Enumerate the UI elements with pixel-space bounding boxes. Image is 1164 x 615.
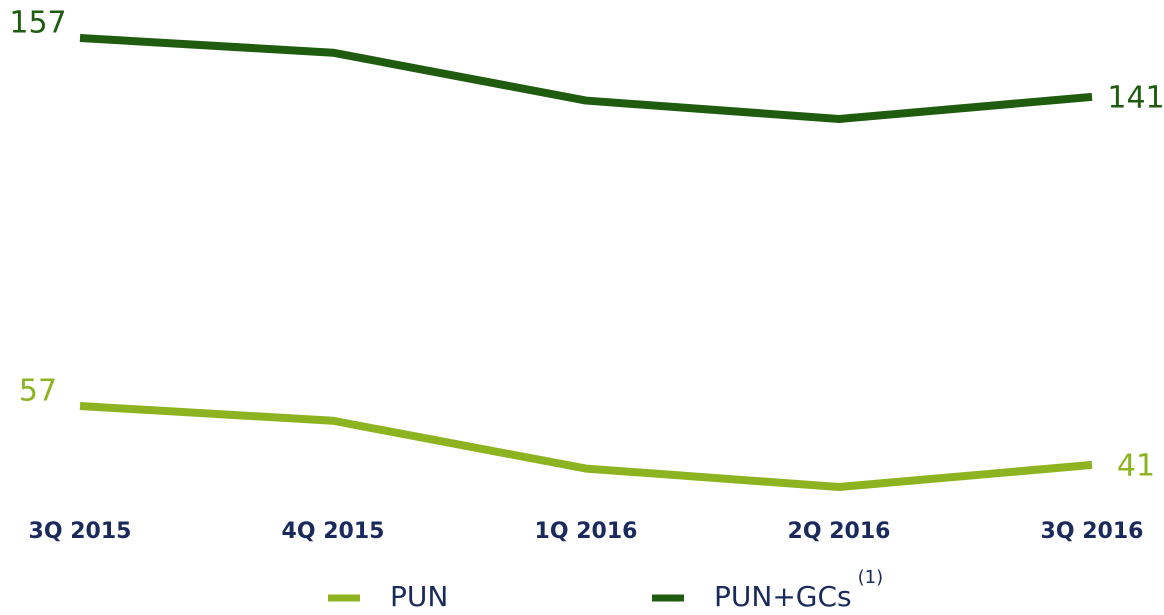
legend-footnote: (1) bbox=[858, 567, 884, 588]
data-label: 57 bbox=[19, 374, 57, 409]
x-tick-label: 3Q 2016 bbox=[1041, 519, 1144, 544]
data-label: 141 bbox=[1107, 80, 1164, 115]
data-label: 157 bbox=[9, 6, 66, 41]
line bbox=[79, 402, 1093, 491]
x-tick-label: 2Q 2016 bbox=[788, 519, 891, 544]
x-tick-label: 4Q 2015 bbox=[282, 519, 385, 544]
data-label: 41 bbox=[1117, 448, 1155, 483]
legend-label: PUN+GCs bbox=[714, 580, 852, 613]
x-tick-label: 3Q 2015 bbox=[29, 519, 132, 544]
legend-label: PUN bbox=[390, 580, 448, 613]
line bbox=[79, 34, 1093, 123]
x-tick-label: 1Q 2016 bbox=[535, 519, 638, 544]
